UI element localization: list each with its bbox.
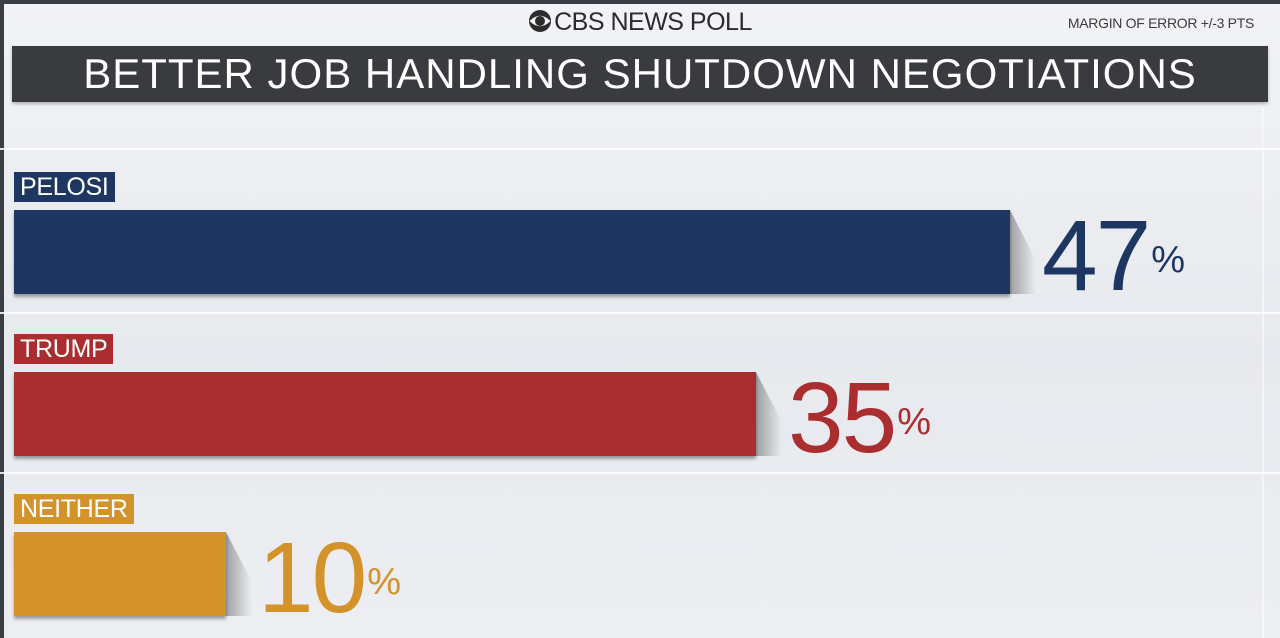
chart-title: BETTER JOB HANDLING SHUTDOWN NEGOTIATION… — [83, 50, 1197, 97]
bar-shadow-trump — [756, 372, 782, 456]
bar-neither — [14, 532, 226, 616]
value-number-trump: 35 — [788, 362, 897, 474]
bar-shadow-neither — [226, 532, 252, 616]
grid-line — [0, 472, 1280, 474]
margin-of-error: MARGIN OF ERROR +/-3 PTS — [1067, 15, 1254, 31]
percent-sign-pelosi: % — [1151, 239, 1185, 281]
value-label-neither: 10% — [258, 528, 401, 628]
bar-trump — [14, 372, 756, 456]
brand-text: CBS NEWS POLL — [554, 8, 752, 36]
value-number-neither: 10 — [258, 522, 367, 634]
percent-sign-trump: % — [897, 401, 931, 443]
category-label-pelosi: PELOSI — [14, 172, 115, 202]
grid-line — [0, 148, 1280, 150]
bar-shadow-pelosi — [1010, 210, 1036, 294]
grid-line — [1262, 108, 1264, 638]
frame-top-edge — [0, 0, 1280, 4]
cbs-eye-icon — [528, 9, 552, 40]
percent-sign-neither: % — [367, 561, 401, 603]
grid-line — [0, 312, 1280, 314]
title-bar: BETTER JOB HANDLING SHUTDOWN NEGOTIATION… — [12, 46, 1268, 102]
brand-header: CBS NEWS POLL — [0, 8, 1280, 40]
frame-left-edge — [0, 0, 4, 638]
value-label-trump: 35% — [788, 368, 931, 468]
category-label-neither: NEITHER — [14, 494, 134, 524]
bar-pelosi — [14, 210, 1010, 294]
value-label-pelosi: 47% — [1042, 206, 1185, 306]
value-number-pelosi: 47 — [1042, 200, 1151, 312]
category-label-trump: TRUMP — [14, 334, 114, 364]
